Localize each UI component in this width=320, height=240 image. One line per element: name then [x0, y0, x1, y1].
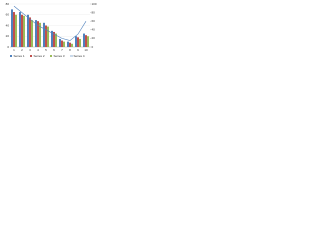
legend-swatch [50, 55, 52, 57]
page: {"chart_data": {"type": "bar", "categori… [0, 0, 320, 61]
y-tick-label: 0 [7, 45, 9, 49]
y2-tick-label: 80 [92, 10, 96, 14]
bar [37, 21, 39, 47]
y2-tick-label: 100 [92, 2, 97, 6]
bar [55, 33, 57, 47]
bar [11, 9, 13, 47]
x-tick-label: 9 [77, 48, 79, 52]
bar [85, 35, 87, 47]
legend-label: Series 4 [74, 54, 85, 58]
legend-swatch [10, 55, 12, 57]
x-tick-label: 10 [84, 48, 88, 52]
y2-tick-label: 0 [92, 45, 94, 49]
bar [31, 20, 33, 47]
y-tick-label: 80 [6, 2, 10, 6]
bar [63, 41, 65, 47]
legend-label: Series 2 [34, 54, 45, 58]
bar [87, 36, 89, 47]
x-tick-label: 1 [13, 48, 15, 52]
bar [77, 37, 79, 47]
chart: 0 20 40 60 80 0 20 40 60 80 100 1 2 3 4 5 6 7 8 9 10 Series 1… [6, 2, 97, 58]
bar [19, 12, 21, 47]
bar [21, 14, 23, 47]
bar [39, 22, 41, 47]
y-tick-label: 40 [6, 23, 10, 27]
bar [53, 31, 55, 47]
x-tick-label: 8 [69, 48, 71, 52]
line-series [13, 5, 87, 41]
bar [27, 14, 29, 47]
bar [69, 42, 71, 47]
bar [79, 38, 81, 47]
x-tick-label: 6 [53, 48, 55, 52]
bar [23, 15, 25, 47]
bar [61, 40, 63, 47]
y-tick-label: 60 [6, 13, 10, 17]
bar [29, 17, 31, 47]
legend-swatch [30, 55, 32, 57]
bar [67, 41, 69, 47]
x-tick-label: 4 [37, 48, 39, 52]
y-tick-label: 20 [6, 34, 10, 38]
legend-label: Series 1 [14, 54, 25, 58]
bar [15, 14, 17, 47]
y2-tick-label: 60 [92, 19, 96, 23]
bar [51, 30, 53, 47]
bar [71, 43, 73, 47]
y2-tick-label: 20 [92, 36, 96, 40]
bar [35, 20, 37, 47]
bar [45, 25, 47, 47]
bar [13, 12, 15, 47]
bar [75, 36, 77, 47]
x-tick-label: 5 [45, 48, 47, 52]
bar [59, 38, 61, 47]
y2-tick-label: 40 [92, 28, 96, 32]
x-tick-label: 7 [61, 48, 63, 52]
x-tick-label: 2 [21, 48, 23, 52]
bar [43, 22, 45, 47]
legend-label: Series 3 [54, 54, 65, 58]
bar [47, 26, 49, 47]
x-tick-label: 3 [29, 48, 31, 52]
bar [83, 33, 85, 47]
